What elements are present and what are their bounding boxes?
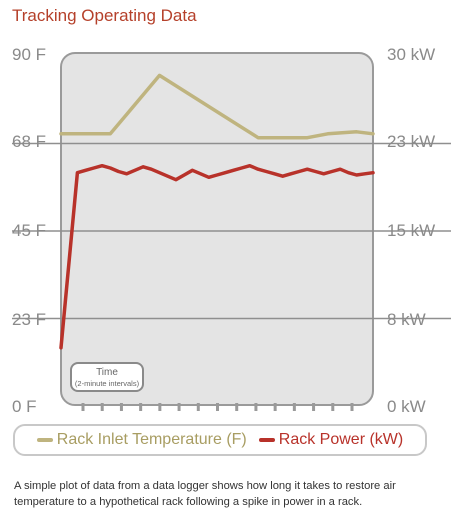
y-left-tick-1: 68 F bbox=[12, 132, 47, 151]
y-left-tick-2: 45 F bbox=[12, 221, 47, 240]
chart-area bbox=[12, 52, 451, 411]
y-right-tick-3: 8 kW bbox=[387, 310, 426, 329]
legend-item-temperature: Rack Inlet Temperature (F) bbox=[36, 431, 247, 449]
caption: A simple plot of data from a data logger… bbox=[14, 480, 396, 508]
y-left-tick-4: 0 F bbox=[12, 397, 37, 416]
plot-panel bbox=[60, 52, 374, 406]
legend-swatch-power bbox=[258, 438, 275, 442]
legend: Rack Inlet Temperature (F) Rack Power (k… bbox=[13, 424, 427, 456]
series-line-power bbox=[59, 163, 375, 350]
gridlines bbox=[12, 142, 451, 320]
y-right-tick-2: 15 kW bbox=[387, 221, 436, 240]
x-axis-sublabel: (2-minute intervals) bbox=[74, 379, 140, 388]
y-right-tick-4: 0 kW bbox=[387, 397, 426, 416]
legend-swatch-temperature bbox=[36, 438, 53, 442]
x-ticks bbox=[81, 403, 354, 411]
series-layer bbox=[59, 73, 375, 350]
y-right-tick-1: 23 kW bbox=[387, 132, 436, 151]
y-left-tick-0: 90 F bbox=[12, 45, 47, 64]
x-axis-label-text: Time bbox=[96, 367, 118, 378]
legend-label-temperature: Rack Inlet Temperature (F) bbox=[56, 431, 247, 448]
chart-title: Tracking Operating Data bbox=[12, 6, 197, 25]
x-axis-label: Time (2-minute intervals) bbox=[70, 362, 144, 392]
legend-label-power: Rack Power (kW) bbox=[278, 431, 404, 448]
series-line-temperature bbox=[59, 73, 375, 140]
y-left-tick-3: 23 F bbox=[12, 310, 47, 329]
legend-item-power: Rack Power (kW) bbox=[258, 431, 404, 449]
y-right-tick-0: 30 kW bbox=[387, 45, 436, 64]
